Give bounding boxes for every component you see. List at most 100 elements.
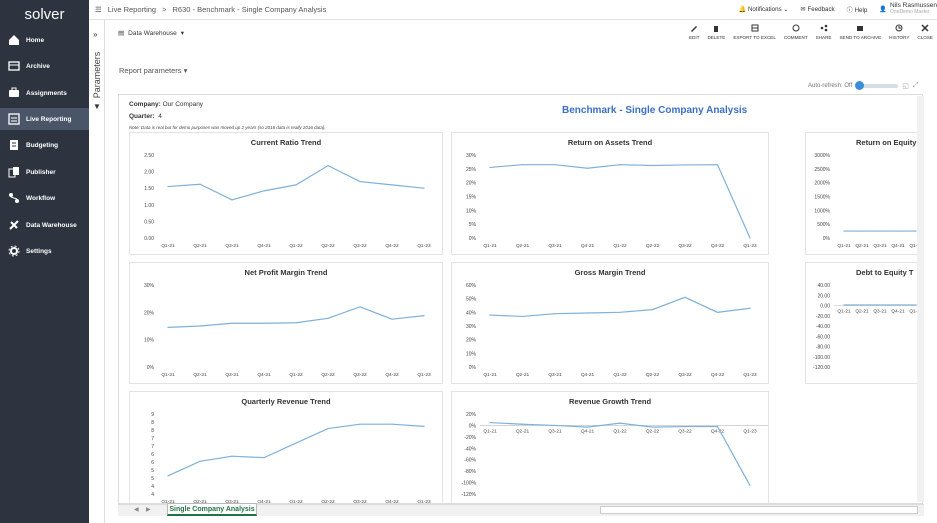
help-button[interactable]: ⓘ Help [847,5,868,14]
report-toolbar: ▤ Data Warehouse ▾ EDIT DELETE EXPORT TO E… [106,20,937,50]
data-point [263,457,265,459]
y-tick-label: 1000% [814,208,830,214]
feedback-button[interactable]: ✉ Feedback [801,6,835,13]
y-tick-label: 10% [144,338,155,344]
y-tick-label: -20% [464,435,476,441]
history-icon [895,24,903,32]
sidebar-item-archive[interactable]: Archive [0,55,89,77]
x-tick-label: Q3-21 [873,243,887,249]
y-tick-label: 8 [151,420,154,426]
tool-send-to-archive-button[interactable]: SEND TO ARCHIVE [839,24,881,40]
chart-net-profit: Net Profit Margin Trend 30% 20% 10% 0% Q1-21 Q… [129,262,443,384]
budgeting-icon [10,140,18,150]
chart-title: Net Profit Margin Trend [244,268,328,277]
x-tick-label: Q2-22 [646,372,660,378]
sidebar-item-workflow[interactable]: Workflow [0,187,89,209]
sheet-tab[interactable]: Single Company Analysis [167,503,257,516]
x-tick-label: Q1-21 [837,309,851,315]
tool-history-button[interactable]: HISTORY [889,24,909,40]
series-line [167,423,425,477]
x-tick-label: Q2-22 [321,243,335,249]
chart-plot: 30% 25% 20% 15% 10% 5% 0% Q1-21 Q2-21 Q3-21 Q4-21 Q… [466,153,757,249]
prev-sheet-icon[interactable]: ◀ [134,507,139,513]
y-tick-label: 1500% [814,195,830,201]
tool-export-to-excel-button[interactable]: EXPORT TO EXCEL [733,24,776,40]
close-icon [921,24,929,32]
tool-comment-button[interactable]: COMMENT [784,24,808,40]
y-tick-label: -40.00 [816,324,830,330]
data-point [521,315,524,318]
x-tick-label: Q1-22 [289,243,303,249]
report-parameters-toggle[interactable]: Report parameters ▾ [119,66,187,75]
data-point [231,199,233,201]
y-tick-label: 40.00 [817,283,830,289]
menu-icon[interactable]: ☰ [95,5,102,14]
data-point [684,164,686,166]
user-name: Nils Rasmussen [890,2,937,9]
vertical-scrollbar[interactable] [917,96,924,502]
sidebar-item-live-reporting[interactable]: Live Reporting [0,108,89,130]
y-tick-label: 0% [469,365,477,371]
chart-quarterly-revenue: Quarterly Revenue Trend 9 8 8 7 7 6 6 5 5 4 4 Q1-21 Q… [129,391,443,504]
filter-icon[interactable]: ▼ [93,102,101,111]
notifications-button[interactable]: 🔔 Notifications ⌄ [738,6,789,13]
user-menu[interactable]: 👤 Nils Rasmussen OneDemo Master [879,2,937,16]
y-tick-label: -60% [464,458,476,464]
y-tick-label: 30% [466,153,477,159]
sidebar-item-home[interactable]: Home [0,29,89,51]
auto-refresh-label: Auto-refresh: Off [808,83,853,89]
sidebar-item-data-warehouse[interactable]: Data Warehouse [0,214,89,236]
data-point [861,230,863,232]
sidebar-item-assignments[interactable]: Assignments [0,82,89,104]
data-point [651,426,654,428]
y-tick-label: 0% [469,236,477,242]
data-warehouse-icon [9,220,19,230]
live-reporting-icon [8,113,20,125]
x-tick-label: Q3-22 [353,372,367,378]
y-tick-label: -80% [464,469,476,475]
breadcrumb-live-reporting[interactable]: Live Reporting [107,5,157,14]
data-source-select[interactable]: ▤ Data Warehouse ▾ [118,29,184,38]
solver-logo[interactable]: solver [24,6,65,23]
parameters-panel[interactable]: » Parameters ▼ [89,20,105,523]
bell-icon: 🔔 [738,6,747,13]
excel-icon [751,24,759,32]
feedback-icon: ✉ [800,5,806,13]
publisher-icon [8,167,19,178]
sidebar-item-label: Live Reporting [26,115,72,123]
data-point [554,164,556,166]
tool-share-button[interactable]: SHARE [816,24,831,40]
y-tick-label: 1.00 [144,203,154,209]
tool-edit-button[interactable]: EDIT [689,24,699,40]
data-point [586,167,589,169]
auto-refresh-toggle[interactable] [855,81,899,90]
chevron-right-icon[interactable]: » [93,30,98,39]
sidebar-item-publisher[interactable]: Publisher [0,161,89,183]
y-tick-label: 2.50 [144,153,154,159]
y-tick-label: 6 [151,452,154,458]
data-point [861,304,863,306]
next-sheet-icon[interactable]: ▶ [146,507,151,513]
tool-delete-button[interactable]: DELETE [707,24,725,40]
chart-plot: 2.50 2.00 1.50 1.00 0.50 0.00 Q1-21 Q2-21 Q3-21 Q… [144,153,431,249]
data-point [897,230,899,232]
y-tick-label: 30% [466,324,477,330]
trash-icon [714,26,719,32]
fullscreen-icon[interactable]: ⤢ [912,82,919,89]
tool-close-button[interactable]: CLOSE [917,24,933,40]
sidebar-item-label: Settings [26,247,52,255]
sidebar-item-budgeting[interactable]: Budgeting [0,134,89,156]
data-point [489,421,491,424]
expand-icon[interactable]: ◱ [902,83,909,90]
sidebar-item-settings[interactable]: Settings [0,240,89,262]
x-tick-label: Q2-21 [193,243,207,249]
data-point [199,460,201,462]
x-tick-label: Q2-21 [193,499,207,504]
horizontal-scrollbar[interactable] [600,506,918,514]
data-point [897,304,899,306]
sidebar-item-label: Home [26,36,45,44]
tool-label: CLOSE [917,35,933,40]
y-tick-label: -60.00 [816,334,830,340]
x-tick-label: Q4-22 [385,243,399,249]
data-point [423,187,425,189]
